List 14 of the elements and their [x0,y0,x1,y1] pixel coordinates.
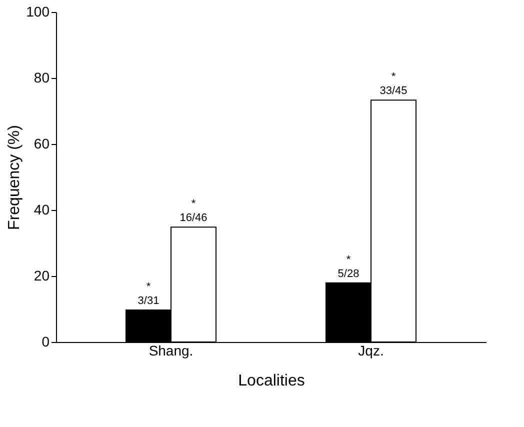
y-tick-label: 80 [34,70,50,86]
y-axis-title: Frequency (%) [6,125,24,230]
y-tick-label: 40 [34,202,50,218]
x-tick-label: Shang. [148,342,194,358]
data-label: * 33/45 [380,71,408,98]
x-tick-label: Jqz. [358,342,384,358]
data-label: * 16/46 [180,198,208,224]
y-tick-label: 0 [42,334,50,350]
data-label: * 3/31 [138,280,160,307]
y-tick-label: 20 [34,268,50,284]
y-tick-label: 100 [26,4,50,20]
x-axis-title: Localities [238,372,305,390]
data-label: * 5/28 [338,254,360,280]
y-tick-label: 60 [34,136,50,152]
